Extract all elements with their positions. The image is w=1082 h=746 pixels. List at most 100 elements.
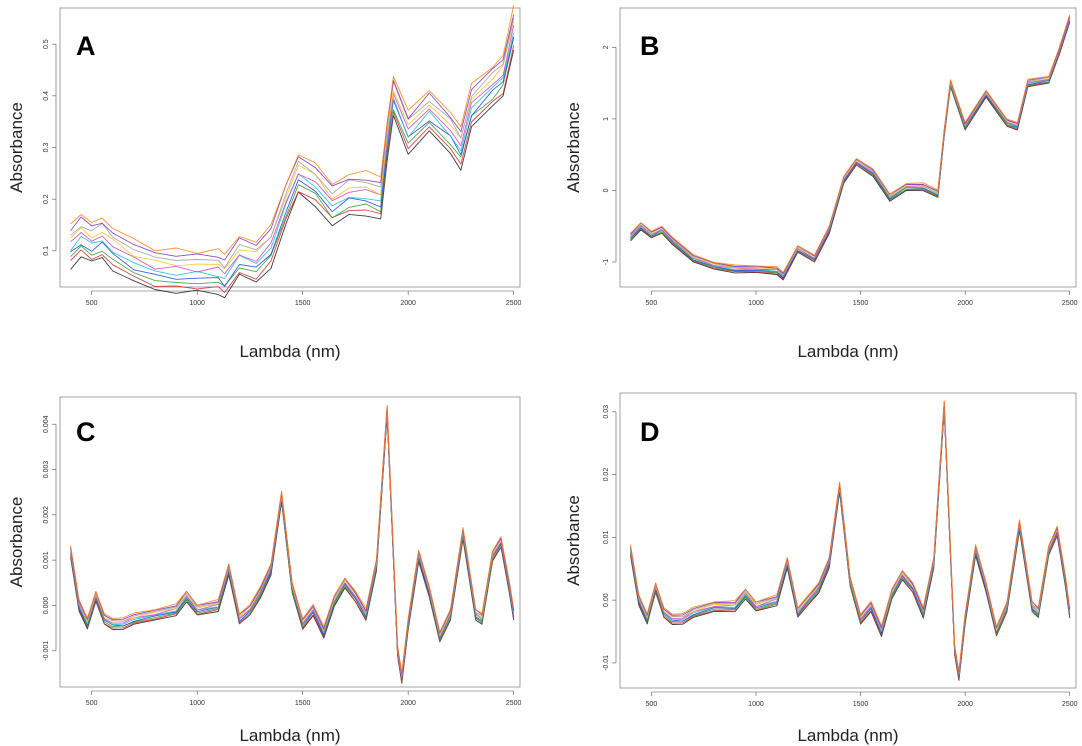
chart-c-x-tick-label: 2000 xyxy=(400,700,416,707)
chart-c-spectrum-line xyxy=(70,405,515,674)
chart-c-spectrum-line xyxy=(70,413,515,682)
chart-a-spectrum-line xyxy=(70,36,515,287)
chart-c-traces xyxy=(70,405,515,684)
chart-b-spectrum-line xyxy=(630,16,1071,276)
chart-d-y-tick-label: 0.03 xyxy=(603,405,610,419)
chart-b-y-tick-label: 1 xyxy=(603,117,610,121)
chart-a-x-tick-label: 2500 xyxy=(506,300,522,307)
chart-a-spectrum-line xyxy=(70,32,515,279)
chart-d-spectrum-line xyxy=(630,404,1071,677)
chart-a-x-axis-title: Lambda (nm) xyxy=(239,342,340,361)
chart-c-x-tick-label: 1000 xyxy=(189,700,205,707)
chart-d-spectrum-line xyxy=(630,404,1071,677)
chart-a-x-tick-label: 1500 xyxy=(295,300,311,307)
chart-d-x-tick-label: 2000 xyxy=(957,701,973,708)
chart-c-x-axis-title: Lambda (nm) xyxy=(239,726,340,745)
chart-b-x-tick-label: 1500 xyxy=(853,300,869,307)
chart-c-y-tick-label: 0.003 xyxy=(43,461,50,479)
chart-d-spectrum-line xyxy=(630,403,1071,674)
chart-c-spectrum-line xyxy=(70,408,515,676)
chart-b-y-tick-label: 2 xyxy=(603,45,610,49)
chart-b-x-tick-label: 1000 xyxy=(748,300,764,307)
chart-c-x-tick-label: 500 xyxy=(86,700,98,707)
chart-b-spectrum-line xyxy=(630,22,1071,281)
panel-a: 500 1000 1500 2000 2500 0.1 0.2 0.3 0.4 0.5 Lambda… xyxy=(7,5,522,361)
chart-a-plot-frame xyxy=(59,7,521,288)
chart-c-y-tick-label: 0.002 xyxy=(43,506,50,524)
chart-c-y-tick-label: 0.004 xyxy=(43,415,50,433)
chart-d-spectrum-line xyxy=(630,408,1071,681)
chart-d-x-tick-label: 1500 xyxy=(853,701,869,708)
chart-a-y-tick-label: 0.4 xyxy=(43,91,50,101)
chart-d-x-tick-label: 1000 xyxy=(748,701,764,708)
chart-a-y-tick-label: 0.5 xyxy=(43,39,50,49)
chart-b-spectrum-line xyxy=(630,21,1071,280)
panel-c: 500 1000 1500 2000 2500 -0.001 0.000 0.001 0.002… xyxy=(7,396,522,745)
chart-a-y-tick-label: 0.1 xyxy=(43,246,50,256)
chart-c-spectrum-line xyxy=(70,409,515,679)
chart-c-spectrum-line xyxy=(70,405,515,675)
chart-b-y-tick-label: 0 xyxy=(603,188,610,192)
chart-b-spectrum-line xyxy=(630,17,1071,276)
chart-d-x-tick-label: 2500 xyxy=(1062,701,1078,708)
chart-c-spectrum-line xyxy=(70,415,515,684)
chart-b-plot-frame xyxy=(619,7,1077,288)
chart-a-x-tick-label: 500 xyxy=(86,300,98,307)
chart-d-spectrum-line xyxy=(630,400,1071,672)
chart-c-y-axis-title: Absorbance xyxy=(7,497,26,588)
chart-a-spectrum-line xyxy=(70,45,515,294)
chart-d-spectrum-line xyxy=(630,408,1071,679)
chart-c-x-tick-label: 2500 xyxy=(506,700,522,707)
chart-d-plot-frame xyxy=(619,392,1077,689)
chart-c-spectrum-line xyxy=(70,407,515,676)
chart-d-spectrum-line xyxy=(630,400,1071,673)
chart-b-spectrum-line xyxy=(630,17,1071,277)
chart-a-traces xyxy=(70,5,515,299)
chart-a-spectrum-line xyxy=(70,25,515,275)
chart-a-spectrum-line xyxy=(70,17,515,269)
chart-a-x-tick-label: 2000 xyxy=(400,300,416,307)
chart-b-spectrum-line xyxy=(630,20,1071,279)
chart-c-x-tick-label: 1500 xyxy=(295,700,311,707)
chart-b-panel-label: B xyxy=(640,31,660,61)
chart-a-y-axis-title: Absorbance xyxy=(7,102,26,193)
chart-d-y-tick-label: 0.02 xyxy=(603,468,610,482)
chart-b-spectrum-line xyxy=(630,16,1071,274)
chart-c-y-tick-label: 0.001 xyxy=(43,551,50,569)
chart-a-x-tick-label: 1000 xyxy=(189,300,205,307)
chart-a-y-tick-label: 0.3 xyxy=(43,143,50,153)
chart-d-x-axis-title: Lambda (nm) xyxy=(797,726,898,745)
chart-b-y-tick-label: -1 xyxy=(603,259,610,265)
chart-b-x-tick-label: 2500 xyxy=(1062,300,1078,307)
chart-c-plot-frame xyxy=(59,396,521,688)
chart-c-spectrum-line xyxy=(70,414,515,684)
chart-c-y-tick-label: 0.000 xyxy=(43,597,50,615)
chart-b-y-axis-title: Absorbance xyxy=(564,102,583,193)
chart-d-spectrum-line xyxy=(630,409,1071,681)
chart-d-x-tick-label: 500 xyxy=(646,701,658,708)
panel-b: 500 1000 1500 2000 2500 -1 0 1 2 Lambda (nm) Absor… xyxy=(564,7,1078,361)
chart-b-spectrum-line xyxy=(630,19,1071,279)
chart-d-traces xyxy=(630,400,1071,681)
chart-d-y-tick-label: 0.01 xyxy=(603,530,610,544)
chart-a-spectrum-line xyxy=(70,49,515,299)
chart-b-spectrum-line xyxy=(630,14,1071,273)
chart-d-spectrum-line xyxy=(630,402,1071,674)
chart-a-y-tick-label: 0.2 xyxy=(43,194,50,204)
chart-b-x-tick-label: 2000 xyxy=(957,300,973,307)
chart-a-spectrum-line xyxy=(70,14,515,261)
chart-d-panel-label: D xyxy=(640,417,660,447)
chart-a-spectrum-line xyxy=(70,5,515,255)
chart-b-spectrum-line xyxy=(630,19,1071,278)
chart-a-spectrum-line xyxy=(70,37,515,287)
chart-b-x-tick-label: 500 xyxy=(646,300,658,307)
chart-c-y-tick-label: -0.001 xyxy=(43,641,50,661)
chart-d-y-tick-label: 0.00 xyxy=(603,593,610,607)
chart-c-panel-label: C xyxy=(76,417,96,447)
chart-a-panel-label: A xyxy=(76,31,96,61)
chart-a-spectrum-line xyxy=(70,20,515,270)
chart-d-spectrum-line xyxy=(630,407,1071,678)
chart-c-spectrum-line xyxy=(70,409,515,679)
chart-d-y-axis-title: Absorbance xyxy=(564,495,583,586)
